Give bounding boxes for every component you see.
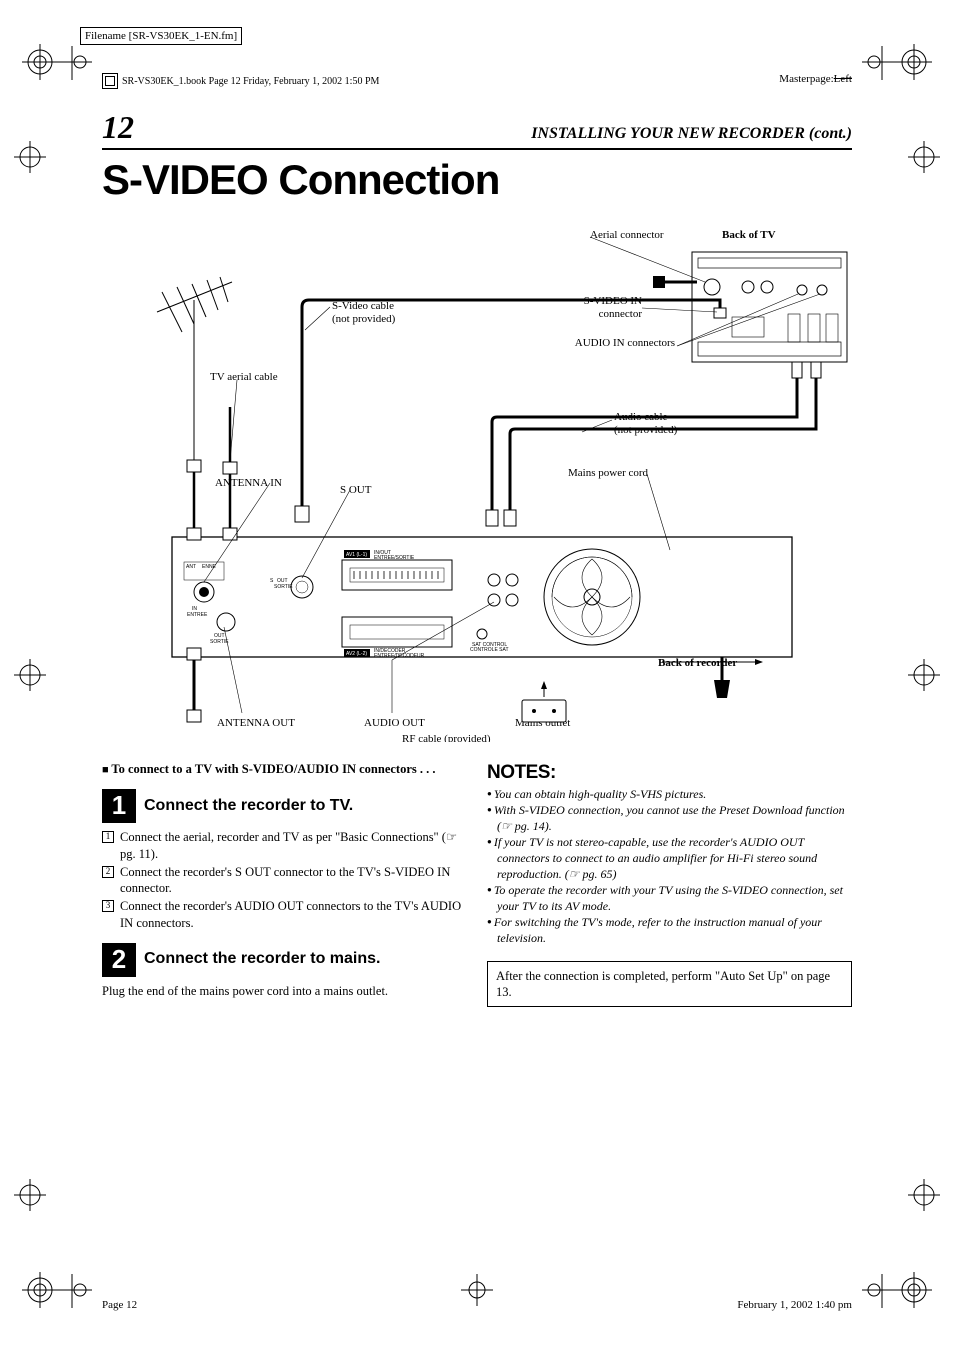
book-label: SR-VS30EK_1.book Page 12 Friday, Februar… xyxy=(122,76,379,87)
svg-text:ENTREE/SORTIE: ENTREE/SORTIE xyxy=(374,555,415,561)
footer: Page 12 February 1, 2002 1:40 pm xyxy=(102,1299,852,1311)
after-box: After the connection is completed, perfo… xyxy=(487,961,852,1008)
lbl-svideo-cable: S-Video cable xyxy=(332,300,394,312)
lbl-antenna-in: ANTENNA IN xyxy=(215,477,282,489)
lbl-svideo-in: S-VIDEO IN xyxy=(584,295,642,307)
lbl-audio-in: AUDIO IN connectors xyxy=(575,337,675,349)
step-1-title: Connect the recorder to TV. xyxy=(144,796,353,817)
lbl-back-of-tv: Back of TV xyxy=(722,229,776,241)
lbl-mains-cord: Mains power cord xyxy=(568,467,649,479)
svg-text:AV1 (L-1): AV1 (L-1) xyxy=(346,552,367,558)
svg-text:ENTREE: ENTREE xyxy=(187,612,208,618)
left-column: ■ To connect to a TV with S-VIDEO/AUDIO … xyxy=(102,761,467,1007)
footer-page: Page 12 xyxy=(102,1299,137,1311)
lbl-audio-out: AUDIO OUT xyxy=(364,717,425,729)
step-1-header: 1 Connect the recorder to TV. xyxy=(102,789,467,823)
book-info-row: SR-VS30EK_1.book Page 12 Friday, Februar… xyxy=(80,73,874,89)
main-title: S-VIDEO Connection xyxy=(102,156,852,204)
svg-text:SORTIE: SORTIE xyxy=(210,639,229,645)
filename-label: Filename [SR-VS30EK_1-EN.fm] xyxy=(80,27,242,45)
lbl-connector: connector xyxy=(599,308,643,320)
note-item: If your TV is not stereo-capable, use th… xyxy=(487,835,852,882)
section-title: INSTALLING YOUR NEW RECORDER (cont.) xyxy=(531,125,852,143)
page-content: Filename [SR-VS30EK_1-EN.fm] SR-VS30EK_1… xyxy=(80,26,874,1325)
lbl-not-provided-2: (not provided) xyxy=(614,424,678,436)
svg-text:ENNE: ENNE xyxy=(202,564,217,570)
lbl-not-provided-1: (not provided) xyxy=(332,313,396,325)
note-item: To operate the recorder with your TV usi… xyxy=(487,883,852,914)
svg-text:SORTIE: SORTIE xyxy=(274,584,293,590)
svg-text:ANT: ANT xyxy=(186,564,196,570)
note-item: For switching the TV's mode, refer to th… xyxy=(487,915,852,946)
note-item: With S-VIDEO connection, you cannot use … xyxy=(487,803,852,834)
svg-text:CONTROLE SAT: CONTROLE SAT xyxy=(470,647,509,653)
notes-title: NOTES: xyxy=(487,761,852,786)
step-2-badge: 2 xyxy=(102,943,136,977)
svg-text:AV2 (L-2): AV2 (L-2) xyxy=(346,651,367,657)
footer-date: February 1, 2002 1:40 pm xyxy=(737,1299,852,1311)
right-column: NOTES: You can obtain high-quality S-VHS… xyxy=(487,761,852,1007)
lbl-antenna-out: ANTENNA OUT xyxy=(217,717,295,729)
lead-in: ■ To connect to a TV with S-VIDEO/AUDIO … xyxy=(102,761,467,777)
page-number: 12 xyxy=(102,109,134,146)
notes-list: You can obtain high-quality S-VHS pictur… xyxy=(487,787,852,947)
step-2-body: Plug the end of the mains power cord int… xyxy=(102,983,467,999)
connection-diagram: Aerial connector Back of TV S-Video cabl… xyxy=(102,222,852,747)
lbl-tv-aerial-cable: TV aerial cable xyxy=(210,371,278,383)
step-1-badge: 1 xyxy=(102,789,136,823)
substep-2: 2Connect the recorder's S OUT connector … xyxy=(102,864,467,897)
substep-3: 3Connect the recorder's AUDIO OUT connec… xyxy=(102,898,467,931)
step-2-title: Connect the recorder to mains. xyxy=(144,949,381,970)
lbl-aerial-connector: Aerial connector xyxy=(590,229,664,241)
book-icon xyxy=(102,73,118,89)
svg-text:ENTREE/DECODEUR: ENTREE/DECODEUR xyxy=(374,653,425,659)
page-header: 12 INSTALLING YOUR NEW RECORDER (cont.) xyxy=(102,109,852,150)
lbl-s-out: S OUT xyxy=(340,484,372,496)
masterpage-label: Masterpage:Left xyxy=(779,73,852,89)
lbl-audio-cable: Audio cable xyxy=(614,411,668,423)
lbl-back-of-recorder: Back of recorder xyxy=(658,657,737,669)
substep-1: 1Connect the aerial, recorder and TV as … xyxy=(102,829,467,862)
step-2-header: 2 Connect the recorder to mains. xyxy=(102,943,467,977)
lbl-rf-cable: RF cable (provided) xyxy=(402,733,491,742)
note-item: You can obtain high-quality S-VHS pictur… xyxy=(487,787,852,803)
